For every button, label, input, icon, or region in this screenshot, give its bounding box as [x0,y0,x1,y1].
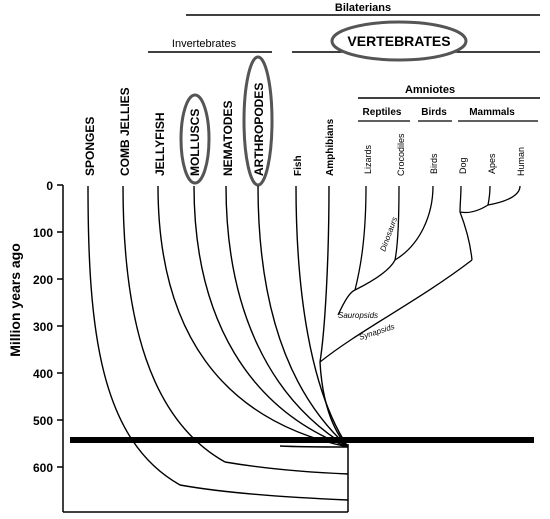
invertebrates-label: Invertebrates [172,38,237,50]
vertebrates-highlight-ring [330,20,468,62]
apes-branch [487,185,491,206]
taxon-label-apes: Apes [487,153,497,174]
crocodiles-branch [394,185,400,261]
taxon-label-molluscs: MOLLUSCS [188,109,202,176]
time-axis-tick-label: 400 [33,367,53,381]
taxon-label-lizards: Lizards [363,144,373,174]
time-axis-tick-label: 100 [33,226,53,240]
clade-label-synapsids: Synapsids [358,322,396,342]
taxon-label-dog: Dog [458,157,468,174]
taxon-label-amphibians: Amphibians [325,118,336,176]
lizards-branch [354,185,367,291]
mammals-label: Mammals [469,107,515,118]
taxon-label-fish: Fish [293,155,304,176]
time-axis-tick-label: 0 [46,179,53,193]
fish-branch [295,185,349,448]
taxon-label-arthropodes: ARTHROPODES [252,83,266,176]
taxon-label-sponges: SPONGES [83,117,97,176]
arthropodes-branch [257,185,349,448]
archosaur-branch [354,259,396,291]
tetrapod-stem [319,361,349,448]
sauropsid-branch [337,289,356,316]
taxon-label-jellyfish: JELLYFISH [153,112,167,176]
bilaterians-label: Bilaterians [335,2,391,14]
taxon-label-birds: Birds [429,153,439,174]
amniotes-label: Amniotes [405,84,455,96]
molluscs-highlight-ring [179,93,211,185]
taxon-label-human: Human [516,147,526,176]
primate-branch [459,204,489,214]
time-axis-tick-label: 200 [33,273,53,287]
molluscs-branch [193,185,349,448]
synapsid-branch [459,211,473,261]
dog-branch [459,185,462,213]
nematodes-branch [225,185,349,448]
time-axis-tick-label: 500 [33,414,53,428]
comb-jellies-branch [122,185,226,463]
taxon-label-nematodes: NEMATODES [221,100,235,176]
time-axis-title: Million years ago [7,243,23,357]
time-axis-tick-label: 600 [33,461,53,475]
sponges-branch [87,185,181,486]
amphibians-branch [319,185,330,363]
deep-root-branches [179,445,349,501]
vertebrates-label: VERTEBRATES [347,33,450,49]
arthropodes-highlight-ring [242,55,274,187]
amniote-stem [319,259,473,363]
reptiles-label: Reptiles [363,107,402,118]
birds-group-label: Birds [421,107,447,118]
human-branch [487,185,521,206]
taxon-label-crocodiles: Crocodiles [396,133,406,176]
birds-branch [394,185,434,261]
clade-label-sauropsids: Sauropsids [338,311,378,320]
jellyfish-branch [157,185,349,448]
taxon-label-comb-jellies: COMB JELLIES [118,87,132,176]
time-axis-tick-label: 300 [33,320,53,334]
amniote-branches [319,185,521,363]
clade-label-dinosaurs: Dinosaurs [378,216,399,253]
